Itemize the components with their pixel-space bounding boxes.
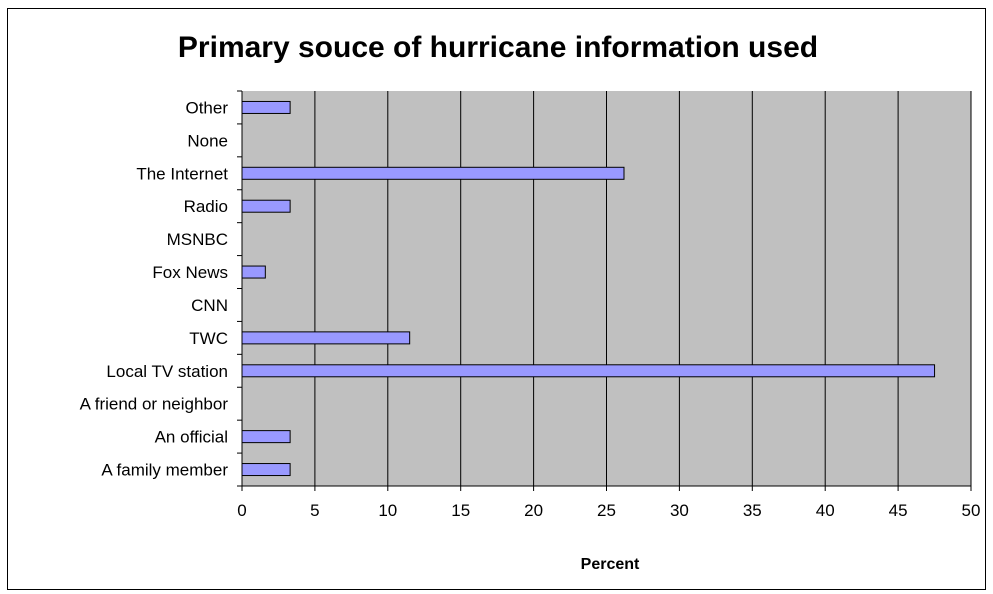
chart-frame: Primary souce of hurricane information u… <box>7 8 986 590</box>
category-label: Other <box>185 98 228 117</box>
bar <box>241 199 291 213</box>
category-label: CNN <box>191 296 228 315</box>
bars <box>241 100 936 477</box>
category-label: Fox News <box>152 263 228 282</box>
category-labels: A family member An official A friend or ne… <box>80 98 229 479</box>
category-label: A friend or neighbor <box>80 395 229 414</box>
x-tick-label: 10 <box>378 501 397 520</box>
x-tick-label: 25 <box>597 501 616 520</box>
category-label: Radio <box>184 197 228 216</box>
category-label: Local TV station <box>106 362 228 381</box>
category-label: The Internet <box>136 164 228 183</box>
x-tick-labels: 0 5 10 15 20 25 30 35 40 45 50 <box>237 501 980 520</box>
x-axis-title: Percent <box>581 556 640 573</box>
bar <box>241 430 291 444</box>
gridlines <box>314 91 972 486</box>
x-tick-label: 45 <box>889 501 908 520</box>
category-label: An official <box>155 428 228 447</box>
x-tick-label: 35 <box>743 501 762 520</box>
x-tick-label: 5 <box>310 501 319 520</box>
x-tick-label: 40 <box>816 501 835 520</box>
chart-title: Primary souce of hurricane information u… <box>178 31 818 64</box>
x-tick-label: 20 <box>524 501 543 520</box>
x-tick-label: 15 <box>451 501 470 520</box>
bar <box>241 166 625 180</box>
x-tick-label: 30 <box>670 501 689 520</box>
category-label: MSNBC <box>167 230 228 249</box>
category-label: TWC <box>189 329 228 348</box>
category-label: A family member <box>101 461 228 480</box>
bar-chart: Primary souce of hurricane information u… <box>80 31 981 573</box>
axes <box>237 90 972 491</box>
category-label: None <box>187 131 228 150</box>
bar <box>241 331 411 345</box>
bar <box>241 364 936 378</box>
bar <box>241 463 291 477</box>
x-tick-label: 0 <box>237 501 246 520</box>
bar <box>241 265 266 279</box>
x-tick-label: 50 <box>962 501 981 520</box>
bar <box>241 100 291 114</box>
